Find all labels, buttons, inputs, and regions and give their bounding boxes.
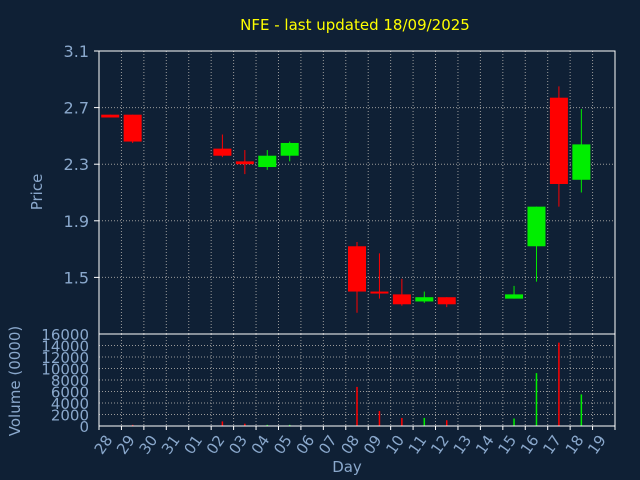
volume-tick-label: 8000 bbox=[51, 372, 89, 390]
x-tick-label: 19 bbox=[584, 432, 610, 458]
x-tick-label: 29 bbox=[113, 432, 139, 458]
volume-tick-label: 0 bbox=[79, 418, 89, 436]
price-tick-label: 1.9 bbox=[64, 212, 89, 231]
volume-bar bbox=[131, 424, 134, 426]
x-tick-label: 09 bbox=[360, 432, 386, 458]
price-tick-label: 1.5 bbox=[64, 268, 89, 287]
x-tick-label: 04 bbox=[248, 432, 274, 458]
x-tick-label: 16 bbox=[517, 432, 543, 458]
volume-bar bbox=[244, 423, 246, 426]
volume-tick-label: 2000 bbox=[51, 407, 89, 425]
candle-body bbox=[258, 155, 277, 168]
x-tick-label: 06 bbox=[293, 432, 319, 458]
x-tick-label: 30 bbox=[136, 432, 162, 458]
candle-body bbox=[280, 142, 299, 156]
volume-bar bbox=[513, 418, 515, 426]
price-tick-label: 2.7 bbox=[64, 99, 89, 118]
candle-body bbox=[415, 297, 434, 302]
x-tick-label: 05 bbox=[270, 432, 296, 458]
price-panel: 3.1 2.7 2.3 1.9 1.5 bbox=[64, 42, 616, 335]
x-tick-label: 15 bbox=[494, 432, 520, 458]
candle-body bbox=[370, 291, 389, 294]
price-tick-label: 3.1 bbox=[64, 42, 89, 61]
x-tick-label: 02 bbox=[203, 432, 229, 458]
chart-title: NFE - last updated 18/09/2025 bbox=[240, 16, 470, 34]
x-tick-label: 07 bbox=[315, 432, 341, 458]
volume-bar bbox=[445, 420, 448, 426]
volume-bar bbox=[401, 417, 403, 426]
candle-body bbox=[392, 294, 411, 305]
candle-body bbox=[572, 144, 591, 180]
candle-body bbox=[235, 161, 254, 165]
volume-tick-label: 12000 bbox=[41, 349, 89, 367]
volume-bar bbox=[535, 373, 538, 426]
candle-body bbox=[123, 114, 142, 142]
price-axis-label: Price bbox=[28, 174, 46, 211]
x-tick-label: 14 bbox=[472, 432, 498, 458]
price-tick-label: 2.3 bbox=[64, 155, 89, 174]
volume-bar bbox=[221, 421, 224, 426]
volume-tick-label: 4000 bbox=[51, 395, 89, 413]
x-tick-label: 31 bbox=[158, 432, 184, 458]
x-tick-label: 17 bbox=[539, 432, 565, 458]
volume-tick-label: 10000 bbox=[41, 361, 89, 379]
x-tick-label: 18 bbox=[562, 432, 588, 458]
x-tick-label: 03 bbox=[225, 432, 251, 458]
candle-body bbox=[213, 148, 232, 156]
x-tick-label: 28 bbox=[91, 432, 117, 458]
candle-body bbox=[549, 97, 568, 185]
volume-frame bbox=[98, 333, 616, 427]
x-tick-label: 01 bbox=[180, 432, 206, 458]
volume-bar bbox=[580, 394, 583, 426]
volume-tick-label: 6000 bbox=[51, 384, 89, 402]
volume-bar bbox=[288, 424, 291, 426]
volume-tick-label: 16000 bbox=[41, 326, 89, 344]
candle-body bbox=[527, 206, 546, 247]
x-tick-label: 13 bbox=[450, 432, 476, 458]
x-axis-label: Day bbox=[332, 458, 362, 476]
volume-bar bbox=[266, 424, 269, 426]
x-tick-label: 08 bbox=[337, 432, 363, 458]
volume-bar bbox=[378, 411, 381, 426]
x-tick-label: 11 bbox=[405, 432, 431, 458]
x-axis: 2829303101020304050607080910111213141516… bbox=[91, 426, 616, 458]
volume-bar bbox=[558, 342, 560, 426]
candle-body bbox=[505, 294, 524, 299]
candle-body bbox=[437, 297, 456, 305]
candle-body bbox=[348, 246, 366, 292]
volume-bar bbox=[423, 417, 426, 426]
volume-tick-label: 14000 bbox=[41, 338, 89, 356]
x-tick-label: 10 bbox=[382, 432, 408, 458]
candle-body bbox=[101, 114, 120, 118]
volume-bar bbox=[356, 386, 358, 426]
volume-axis-label: Volume (0000) bbox=[6, 326, 24, 436]
x-tick-label: 12 bbox=[427, 432, 453, 458]
